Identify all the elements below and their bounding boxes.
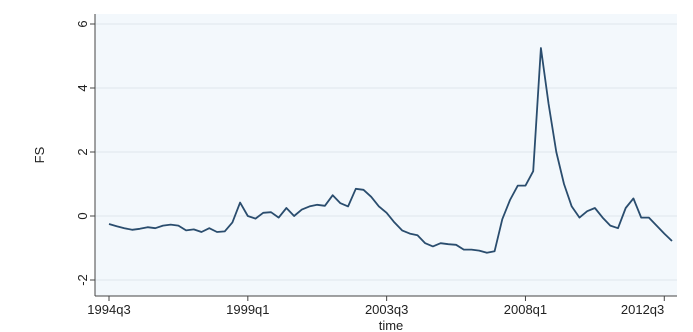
- y-tick-label: 2: [75, 148, 90, 155]
- y-tick-label: 0: [75, 212, 90, 219]
- y-tick-label: 6: [75, 20, 90, 27]
- x-tick-label: 2003q3: [365, 302, 408, 317]
- x-axis: 1994q3 1999q1 2003q3 2008q1 2012q3: [87, 295, 677, 317]
- x-tick-label: 2012q3: [621, 302, 664, 317]
- series-group: [108, 47, 673, 254]
- x-tick-label: 1999q1: [226, 302, 269, 317]
- y-axis-title: FS: [32, 146, 47, 163]
- fs-series-line: [108, 47, 673, 254]
- plot-area: [95, 14, 677, 296]
- y-tick-label: -2: [75, 274, 90, 286]
- y-tick-label: 4: [75, 84, 90, 91]
- gridlines: [95, 23, 677, 281]
- y-axis: -2 0 2 4 6: [75, 14, 96, 296]
- x-tick-label: 1994q3: [87, 302, 130, 317]
- x-axis-title: time: [379, 318, 404, 332]
- x-tick-label: 2008q1: [504, 302, 547, 317]
